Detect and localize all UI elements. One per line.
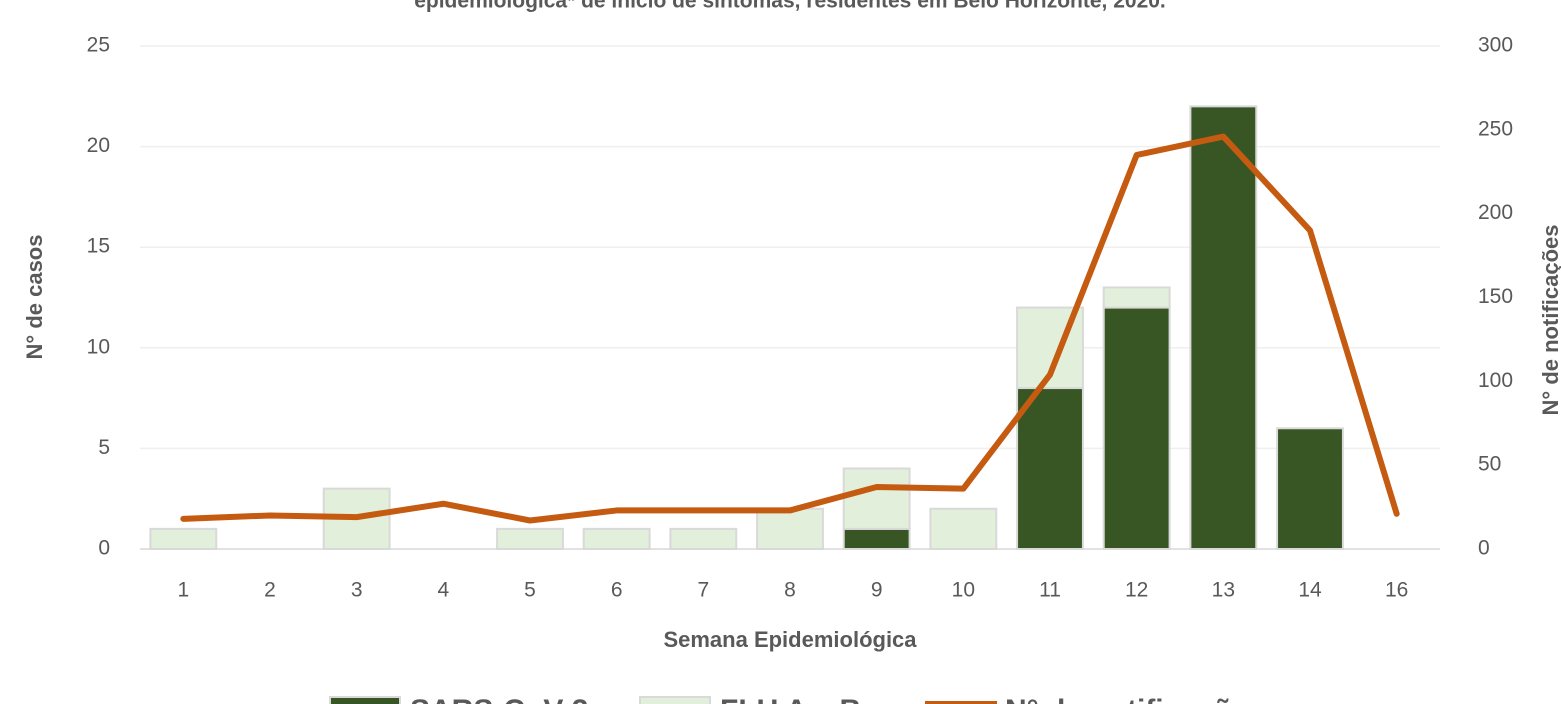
legend-swatch xyxy=(639,696,711,704)
x-tick-label: 6 xyxy=(611,579,623,602)
x-tick-label: 4 xyxy=(437,579,449,602)
y2-tick-label: 0 xyxy=(1478,537,1490,560)
legend-label: SARS-CoV-2 xyxy=(410,694,588,704)
x-tick-label: 11 xyxy=(1039,579,1061,602)
y2-tick-label: 150 xyxy=(1478,285,1513,308)
bar-segment xyxy=(756,507,824,551)
x-tick-label: 1 xyxy=(177,579,189,602)
legend-label: FLU A e B xyxy=(720,694,861,704)
bar-segment xyxy=(1189,105,1258,551)
x-tick-label: 12 xyxy=(1125,579,1148,602)
chart-title: epidemiológica* de início de sintomas, r… xyxy=(414,0,1166,13)
x-tick-label: 10 xyxy=(952,579,975,602)
y-axis-label: N° de casos xyxy=(22,235,47,360)
line xyxy=(180,133,1400,524)
bar-segment xyxy=(842,467,911,530)
bar-segment xyxy=(149,527,218,551)
x-tick-label: 8 xyxy=(784,579,796,602)
x-tick-label: 7 xyxy=(697,579,709,602)
y2-tick-label: 250 xyxy=(1478,117,1513,140)
y2-axis-label: N° de notificações xyxy=(1538,225,1561,416)
bar-segment xyxy=(582,527,651,551)
y-tick-label: 5 xyxy=(98,436,110,459)
x-tick-label: 9 xyxy=(871,579,883,602)
x-tick-label: 2 xyxy=(264,579,276,602)
x-tick-label: 3 xyxy=(351,579,363,602)
bar-segment xyxy=(842,527,911,551)
y-tick-label: 25 xyxy=(87,34,110,57)
x-tick-label: 16 xyxy=(1385,579,1408,602)
y2-tick-label: 300 xyxy=(1478,34,1513,57)
x-tick-label: 5 xyxy=(524,579,536,602)
x-tick-label: 14 xyxy=(1298,579,1322,602)
legend-label: N° de notificações xyxy=(1005,694,1265,704)
x-axis-label: Semana Epidemiológica xyxy=(663,627,917,652)
bar-segment xyxy=(496,527,564,551)
y-tick-label: 10 xyxy=(87,335,110,358)
bar-segment xyxy=(929,507,998,551)
bar-segment xyxy=(1016,387,1084,551)
y-tick-label: 0 xyxy=(98,537,110,560)
y2-tick-label: 200 xyxy=(1478,201,1513,224)
bar-segment xyxy=(1102,286,1171,309)
y-tick-label: 20 xyxy=(87,134,110,157)
y-tick-label: 15 xyxy=(87,235,110,258)
bar-segment xyxy=(1276,427,1344,550)
bar-segment xyxy=(1102,306,1171,550)
x-tick-label: 13 xyxy=(1212,579,1235,602)
bar-segment xyxy=(669,527,738,551)
legend-swatch xyxy=(329,696,401,704)
y2-tick-label: 50 xyxy=(1478,453,1501,476)
y2-tick-label: 100 xyxy=(1478,369,1513,392)
